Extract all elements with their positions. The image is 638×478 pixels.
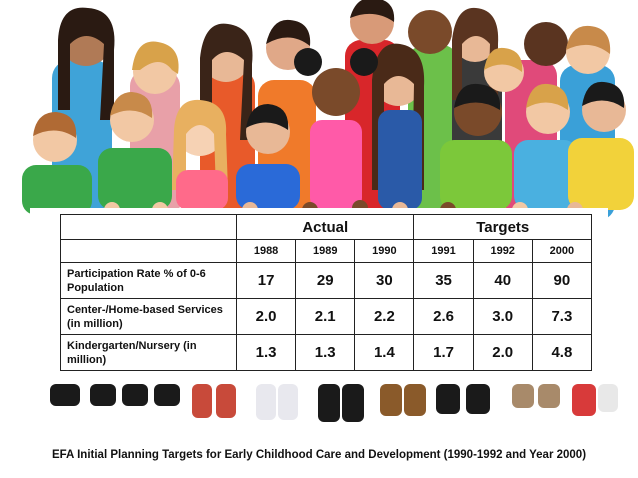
table-cell: 90 bbox=[531, 262, 593, 299]
row-label: Participation Rate % of 0-6 Population bbox=[60, 262, 237, 299]
planning-targets-table: Actual Targets 1988 1989 1990 1991 1992 … bbox=[60, 214, 593, 371]
group-header-targets: Targets bbox=[413, 214, 592, 240]
table-cell: 1.4 bbox=[354, 334, 415, 371]
table-cell: 2.0 bbox=[235, 298, 297, 335]
table-cell: 1.7 bbox=[413, 334, 474, 371]
table-cell: 4.8 bbox=[531, 334, 593, 371]
table-cell: 7.3 bbox=[531, 298, 593, 335]
table-cell: 29 bbox=[295, 262, 356, 299]
header-corner-cell bbox=[60, 214, 237, 240]
year-header: 1992 bbox=[472, 239, 533, 263]
table-group-header-row: Actual Targets bbox=[60, 214, 592, 240]
table-cell: 3.0 bbox=[472, 298, 533, 335]
table-cell: 1.3 bbox=[295, 334, 356, 371]
table-cell: 30 bbox=[354, 262, 415, 299]
table-cell: 35 bbox=[413, 262, 474, 299]
table-cell: 17 bbox=[235, 262, 297, 299]
table-year-header-row: 1988 1989 1990 1991 1992 2000 bbox=[60, 239, 593, 263]
slide-caption: EFA Initial Planning Targets for Early C… bbox=[51, 449, 587, 461]
year-header: 1989 bbox=[295, 239, 356, 263]
year-header: 1988 bbox=[235, 239, 297, 263]
table-cell: 2.2 bbox=[354, 298, 415, 335]
table-row: Participation Rate % of 0-6 Population 1… bbox=[60, 262, 593, 299]
year-header: 1990 bbox=[354, 239, 415, 263]
table-cell: 1.3 bbox=[235, 334, 297, 371]
row-label: Kindergarten/Nursery (in million) bbox=[60, 334, 237, 371]
group-header-actual: Actual bbox=[235, 214, 415, 240]
table-cell: 2.0 bbox=[472, 334, 533, 371]
children-group-illustration bbox=[22, 0, 634, 422]
row-label: Center-/Home-based Services (in million) bbox=[60, 298, 237, 335]
year-header: 2000 bbox=[531, 239, 593, 263]
table-row: Center-/Home-based Services (in million)… bbox=[60, 298, 593, 335]
year-header: 1991 bbox=[413, 239, 474, 263]
table-cell: 40 bbox=[472, 262, 533, 299]
table-cell: 2.1 bbox=[295, 298, 356, 335]
table-row: Kindergarten/Nursery (in million) 1.3 1.… bbox=[60, 334, 593, 371]
year-header-corner-cell bbox=[60, 239, 237, 263]
table-cell: 2.6 bbox=[413, 298, 474, 335]
